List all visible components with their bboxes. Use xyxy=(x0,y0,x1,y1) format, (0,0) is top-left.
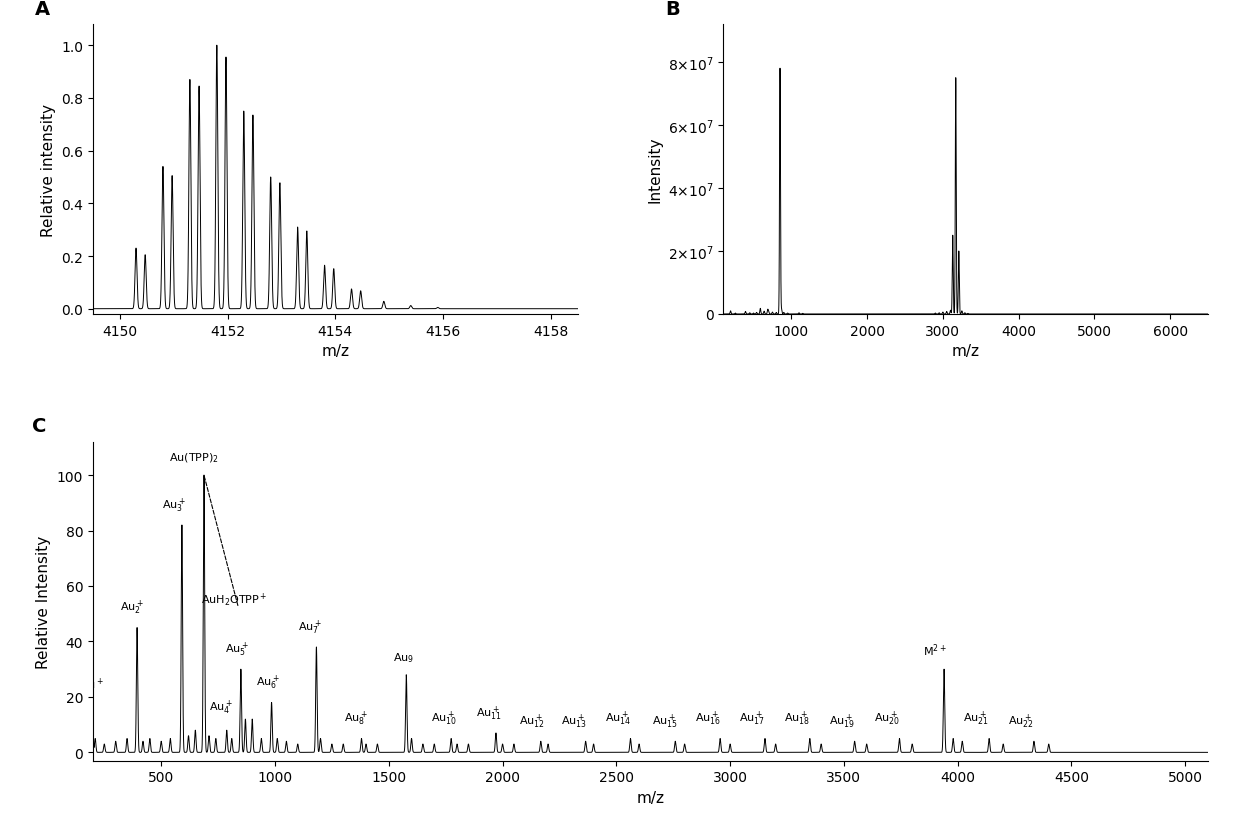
Text: Au$_{22}^+$: Au$_{22}^+$ xyxy=(1009,712,1033,731)
Text: Au$_{11}^+$: Au$_{11}^+$ xyxy=(476,704,502,722)
Text: A: A xyxy=(35,0,50,19)
Text: AuH$_2$OTPP$^+$: AuH$_2$OTPP$^+$ xyxy=(201,591,268,609)
Text: Au$_2^+$: Au$_2^+$ xyxy=(120,599,144,617)
Text: B: B xyxy=(665,0,680,19)
Text: Au$_{15}^+$: Au$_{15}^+$ xyxy=(652,712,678,731)
Text: Au$_{13}^+$: Au$_{13}^+$ xyxy=(561,712,587,731)
Text: Au$_{12}^+$: Au$_{12}^+$ xyxy=(519,712,545,731)
Text: Au$_{19}^+$: Au$_{19}^+$ xyxy=(829,712,855,731)
Text: C: C xyxy=(31,417,46,436)
Text: Au$_{18}^+$: Au$_{18}^+$ xyxy=(784,709,810,727)
Text: Au$_9$: Au$_9$ xyxy=(393,650,414,664)
Y-axis label: Relative Intensity: Relative Intensity xyxy=(36,535,51,668)
Text: Au$_6^+$: Au$_6^+$ xyxy=(255,673,280,691)
Text: Au$_{16}^+$: Au$_{16}^+$ xyxy=(695,709,721,727)
Text: Au$_{21}^+$: Au$_{21}^+$ xyxy=(963,709,989,727)
Text: Au$_{14}^+$: Au$_{14}^+$ xyxy=(606,709,632,727)
Text: Au$_{20}^+$: Au$_{20}^+$ xyxy=(873,709,900,727)
Text: Au$_8^+$: Au$_8^+$ xyxy=(344,709,368,727)
X-axis label: m/z: m/z xyxy=(321,344,349,359)
Text: Au$_5^+$: Au$_5^+$ xyxy=(225,640,249,658)
Text: Au$_7^+$: Au$_7^+$ xyxy=(299,618,322,636)
Text: Au$_{10}^+$: Au$_{10}^+$ xyxy=(431,709,457,727)
Text: Au$_3^+$: Au$_3^+$ xyxy=(162,496,186,514)
Text: Au$_{17}^+$: Au$_{17}^+$ xyxy=(740,709,766,727)
Text: Au$^+$: Au$^+$ xyxy=(81,676,104,691)
Text: M$^{2+}$: M$^{2+}$ xyxy=(923,642,947,658)
Text: Au$_4^+$: Au$_4^+$ xyxy=(209,698,233,716)
Y-axis label: Intensity: Intensity xyxy=(647,136,663,203)
X-axis label: m/z: m/z xyxy=(952,344,980,359)
X-axis label: m/z: m/z xyxy=(637,790,664,805)
Y-axis label: Relative intensity: Relative intensity xyxy=(41,104,56,237)
Text: Au(TPP)$_2$: Au(TPP)$_2$ xyxy=(170,451,219,465)
